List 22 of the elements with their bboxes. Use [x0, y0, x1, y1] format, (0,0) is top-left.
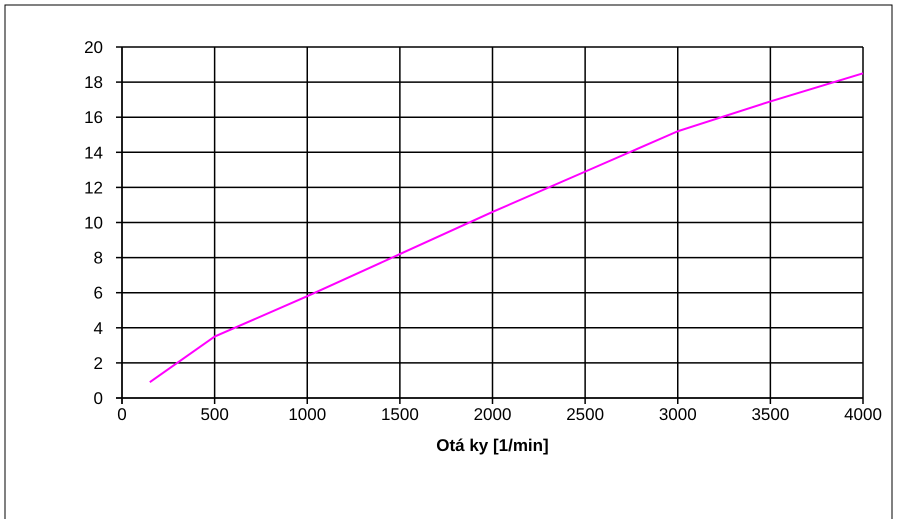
x-axis-title: Otá ky [1/min]	[436, 436, 549, 455]
x-tick-label: 3000	[658, 405, 697, 424]
line-series	[148, 72, 864, 384]
x-tick-label: 500	[200, 405, 229, 424]
y-tick-label: 0	[94, 388, 103, 408]
x-tick-label: 2000	[474, 405, 512, 424]
y-tick-label: 6	[94, 284, 103, 303]
x-tick-label: 3500	[751, 405, 790, 424]
x-tick-label: 2500	[566, 405, 604, 424]
y-tick-label: 14	[84, 143, 103, 162]
x-tick-label: 1500	[380, 405, 419, 424]
y-tick-label: 2	[94, 354, 103, 373]
y-tick-label: 8	[94, 248, 103, 268]
x-tick-label: 0	[117, 405, 127, 424]
y-tick-label: 10	[84, 213, 103, 232]
y-tick-label: 18	[84, 73, 103, 92]
x-tick-label: 1000	[288, 405, 326, 424]
y-tick-label: 20	[84, 38, 103, 57]
y-tick-label: 16	[84, 108, 103, 128]
x-tick-label: 4000	[844, 405, 882, 424]
y-tick-label: 4	[94, 318, 103, 338]
y-tick-label: 12	[84, 178, 103, 198]
